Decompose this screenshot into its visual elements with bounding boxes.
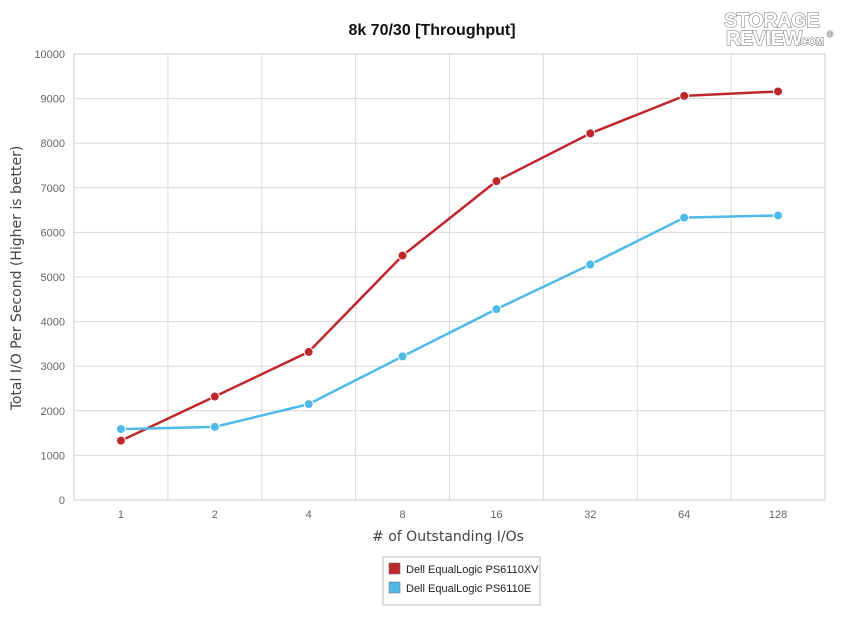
series-1-point (679, 90, 690, 101)
y-tick-label: 9000 (41, 94, 65, 106)
logo-line-1: STORAGE (724, 10, 819, 32)
x-tick-label: 32 (584, 509, 596, 521)
series-1-point (585, 128, 596, 139)
series-2-point (491, 304, 502, 315)
y-tick-label: 4000 (41, 317, 65, 329)
series-1-point (115, 435, 126, 446)
logo-suffix: .COM (798, 37, 824, 48)
x-tick-label: 64 (678, 509, 690, 521)
y-tick-label: 6000 (41, 227, 65, 239)
series-1-point (773, 86, 784, 97)
series-1-point (209, 391, 220, 402)
legend-box (382, 556, 541, 606)
axis-layer: 0 1000 2000 3000 4000 5000 6000 7000 8000 9000 100… (34, 49, 787, 521)
series-line-2 (119, 214, 780, 431)
y-tick-label: 7000 (41, 183, 65, 195)
y-tick-label: 1000 (41, 450, 65, 462)
x-axis-title: # of Outstanding I/Os (372, 529, 524, 545)
series-2-point (773, 210, 784, 221)
x-tick-label: 128 (769, 509, 787, 521)
y-tick-label: 10000 (34, 49, 65, 61)
series-layer (115, 86, 784, 446)
series-2-point (303, 399, 314, 410)
x-tick-label: 2 (212, 509, 218, 521)
grid-layer (73, 53, 826, 501)
logo-line-2: REVIEW (726, 28, 803, 50)
series-2-point (209, 421, 220, 432)
chart-title: 8k 70/30 [Throughput] (348, 22, 515, 39)
x-tick-label: 8 (400, 509, 406, 521)
series-1-point (397, 250, 408, 261)
y-tick-label: 8000 (41, 138, 65, 150)
series-line-1 (119, 90, 780, 442)
y-axis-title: Total I/O Per Second (Higher is better) (9, 146, 25, 412)
legend-label-2: Dell EqualLogic PS6110E (406, 583, 531, 595)
legend-label-1: Dell EqualLogic PS6110XV (406, 564, 539, 576)
series-1-point (491, 176, 502, 187)
legend-swatch-2 (388, 581, 401, 594)
legend: Dell EqualLogic PS6110XV Dell EqualLogic … (382, 556, 541, 606)
legend-swatch-1 (388, 562, 401, 575)
y-tick-label: 3000 (41, 361, 65, 373)
logo-registered-mark: ® (827, 30, 833, 39)
storagereview-logo: STORAGE REVIEW .COM ® (723, 9, 833, 50)
series-2-point (115, 424, 126, 435)
plot-frame (73, 53, 826, 501)
x-tick-label: 1 (118, 509, 124, 521)
x-tick-label: 16 (490, 509, 502, 521)
y-tick-label: 5000 (41, 272, 65, 284)
y-tick-label: 2000 (41, 406, 65, 418)
series-2-point (679, 212, 690, 223)
series-2-point (585, 259, 596, 270)
series-2-point (397, 351, 408, 362)
y-tick-label: 0 (59, 495, 65, 507)
x-tick-label: 4 (306, 509, 312, 521)
series-1-point (303, 346, 314, 357)
